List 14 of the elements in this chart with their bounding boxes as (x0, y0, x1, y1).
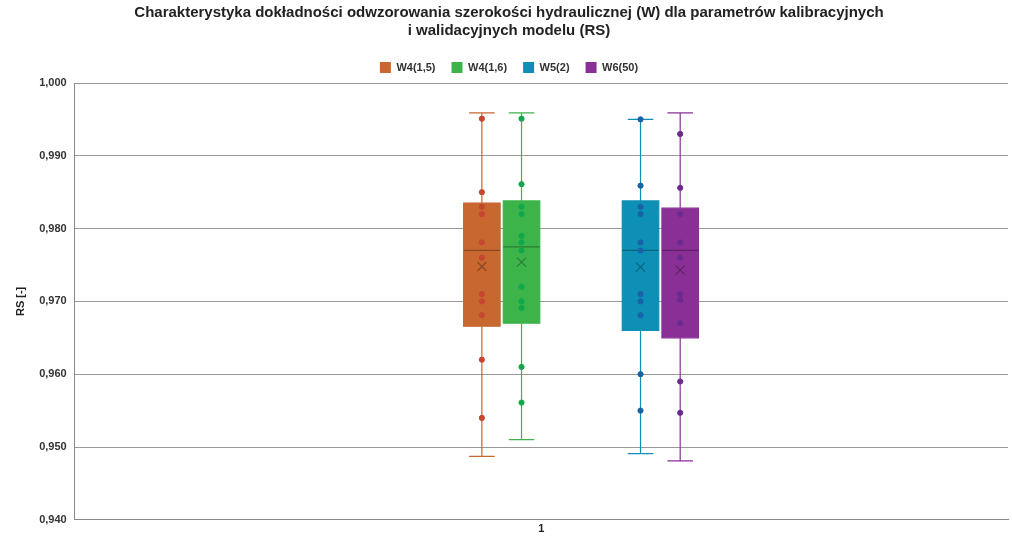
y-tick-label: 0,990 (39, 148, 67, 161)
y-tick-label: 0,960 (39, 367, 67, 380)
y-tick-label: 0,980 (39, 221, 67, 234)
legend-label: W5(2) (539, 60, 570, 73)
chart-title: Charakterystyka dokładności odwzorowania szerokości hydraulicznej (W) dla parametrów kalibracyjnych i walidacyjnych modelu (RS) (134, 3, 884, 39)
legend-label: W6(50) (602, 60, 639, 73)
y-tick-label: 1,000 (39, 76, 67, 89)
x-tick-label: 1 (538, 522, 545, 535)
legend-label: W4(1,6) (468, 60, 508, 73)
y-tick-label: 0,940 (39, 512, 67, 525)
legend-label: W4(1,5) (396, 60, 436, 73)
y-axis-title: RS [-] (13, 286, 26, 317)
y-tick-label: 0,950 (39, 440, 67, 453)
y-tick-label: 0,970 (39, 294, 67, 307)
